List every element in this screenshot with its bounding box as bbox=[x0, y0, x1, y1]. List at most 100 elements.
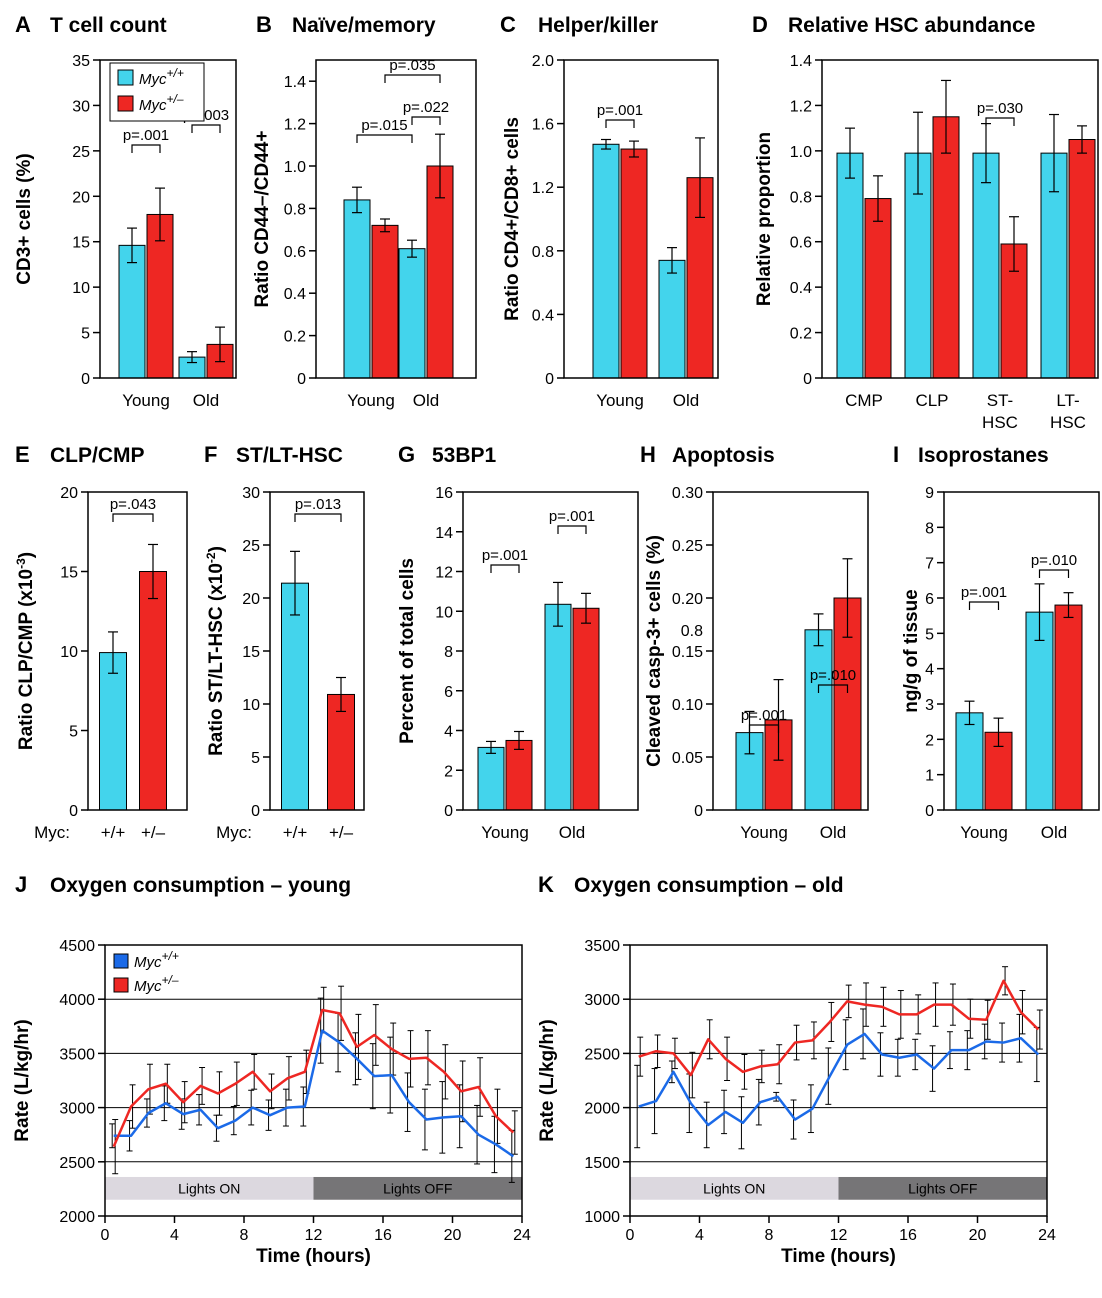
y-tick-label: 0 bbox=[803, 371, 812, 388]
pvalue-bracket bbox=[191, 124, 221, 133]
bar-D-0-1 bbox=[864, 198, 892, 379]
y-tick-label: 30 bbox=[242, 485, 260, 502]
panel-letter: A bbox=[15, 12, 31, 37]
x-category-label: Old bbox=[193, 391, 219, 410]
y-axis-label: Percent of total cells bbox=[397, 558, 418, 744]
bar-I-1-1 bbox=[1054, 604, 1083, 811]
pvalue-bracket bbox=[817, 684, 849, 693]
series-line-0 bbox=[638, 1032, 1040, 1127]
plot-frame bbox=[563, 59, 719, 379]
y-tick-label: 1.0 bbox=[790, 144, 812, 161]
y-tick-label: 2500 bbox=[584, 1046, 620, 1063]
bar-B-1-0 bbox=[398, 248, 426, 379]
bar-I-0-0 bbox=[955, 712, 984, 811]
pvalue-label: p=.001 bbox=[482, 547, 528, 564]
pvalue-bracket bbox=[131, 144, 161, 153]
panel-letter: B bbox=[256, 12, 272, 37]
panel-E: E CLP/CMP Ratio CLP/CMP (x10-3) 0 5 10 15 20 p=.… bbox=[14, 442, 188, 842]
panel-title: Helper/killer bbox=[538, 14, 658, 37]
bar-D-2-0 bbox=[972, 152, 1000, 379]
bar-E-0 bbox=[99, 652, 127, 811]
y-tick-label: 0.2 bbox=[790, 326, 812, 343]
panel-title: CLP/CMP bbox=[50, 444, 145, 467]
series-line-1 bbox=[638, 979, 1040, 1077]
y-tick-label: 0.6 bbox=[790, 235, 812, 252]
y-tick-label: 10 bbox=[60, 644, 78, 661]
pvalue-bracket bbox=[356, 134, 413, 143]
series-line-0 bbox=[113, 1029, 515, 1158]
y-tick-label: 15 bbox=[72, 235, 90, 252]
x-category-label: Young bbox=[122, 391, 170, 410]
y-axis-label: Ratio CLP/CMP (x10-3) bbox=[14, 552, 37, 750]
y-tick-label: 0.2 bbox=[284, 329, 306, 346]
y-tick-label: 9 bbox=[925, 485, 934, 502]
pvalue-bracket bbox=[748, 724, 780, 733]
y-tick-label: 2.0 bbox=[532, 53, 554, 70]
y-tick-label: 8 bbox=[444, 644, 453, 661]
bar-F-0 bbox=[281, 582, 309, 811]
y-tick-label: 12 bbox=[435, 565, 453, 582]
plot-frame bbox=[269, 491, 365, 811]
y-tick-label: 8 bbox=[925, 520, 934, 537]
panel-F: F ST/LT-HSC Ratio ST/LT-HSC (x10-2) 0 5 10 15 2… bbox=[204, 442, 365, 842]
panel-title: Naïve/memory bbox=[292, 14, 436, 37]
y-tick-label: 10 bbox=[435, 604, 453, 621]
pvalue-bracket bbox=[1038, 569, 1070, 578]
x-axis-label: Time (hours) bbox=[781, 1246, 896, 1267]
y-tick-label: 0 bbox=[444, 803, 453, 820]
lights-band bbox=[838, 1176, 1047, 1200]
y-tick-label: 1.2 bbox=[790, 98, 812, 115]
y-tick-label: 3000 bbox=[584, 992, 620, 1009]
pvalue-label: p=.035 bbox=[389, 57, 435, 74]
plot-frame bbox=[629, 944, 1048, 1217]
y-tick-label: 20 bbox=[72, 189, 90, 206]
x-category-label: Old bbox=[559, 823, 585, 842]
x-tick-label: 0 bbox=[101, 1227, 110, 1244]
y-tick-label: 2000 bbox=[59, 1209, 95, 1226]
bar-C-0-0 bbox=[592, 143, 620, 379]
lights-band bbox=[630, 1176, 839, 1200]
x-category-label: +/+ bbox=[101, 823, 126, 842]
x-tick-label: 8 bbox=[240, 1227, 249, 1244]
pvalue-bracket bbox=[968, 601, 1000, 610]
legend-swatch bbox=[117, 95, 134, 112]
pvalue-label: p=.022 bbox=[403, 99, 449, 116]
plot-frame bbox=[99, 59, 237, 379]
y-tick-label: 0 bbox=[925, 803, 934, 820]
y-tick-label: 1.0 bbox=[284, 159, 306, 176]
x-category-label: LT- bbox=[1056, 391, 1079, 410]
y-tick-label: 20 bbox=[60, 485, 78, 502]
x-category-label: HSC bbox=[1050, 413, 1086, 432]
y-tick-label: 5 bbox=[81, 326, 90, 343]
y-tick-label: 4 bbox=[925, 662, 934, 679]
x-tick-label: 4 bbox=[170, 1227, 179, 1244]
panel-title: Isoprostanes bbox=[918, 444, 1049, 467]
lights-band-label: Lights OFF bbox=[383, 1180, 452, 1196]
pvalue-label: p=.001 bbox=[123, 127, 169, 144]
legend-swatch bbox=[113, 953, 129, 969]
y-tick-label: 2500 bbox=[59, 1155, 95, 1172]
y-tick-label: 5 bbox=[69, 724, 78, 741]
y-tick-label: 2000 bbox=[584, 1101, 620, 1118]
panel-letter: I bbox=[893, 442, 899, 467]
plot-frame bbox=[315, 59, 477, 379]
x-category-label: +/– bbox=[329, 823, 354, 842]
y-tick-label: 3500 bbox=[584, 938, 620, 955]
y-axis-label: Ratio CD44–/CD44+ bbox=[252, 131, 273, 308]
plot-frame bbox=[943, 491, 1100, 811]
panel-letter: G bbox=[398, 442, 415, 467]
panel-I: I Isoprostanes ng/g of tissue 0 1 2 3 4 5 6 7 8 9 p=.… bbox=[893, 442, 1100, 842]
legend-label: Myc+/+ bbox=[134, 949, 179, 971]
y-tick-label: 1.2 bbox=[284, 117, 306, 134]
x-tick-label: 16 bbox=[374, 1227, 392, 1244]
bar-B-0-1 bbox=[371, 224, 399, 379]
x-category-label: Young bbox=[596, 391, 644, 410]
y-tick-label: 1.4 bbox=[790, 53, 812, 70]
y-tick-label: 6 bbox=[925, 591, 934, 608]
y-tick-label: 3000 bbox=[59, 1101, 95, 1118]
panel-title: 53BP1 bbox=[432, 444, 497, 467]
panel-G: G 53BP1 Percent of total cells 0 2 4 6 8 10 12 14 1… bbox=[397, 442, 639, 842]
x-tick-label: 12 bbox=[305, 1227, 323, 1244]
panel-J: J Oxygen consumption – young Rate (L/kg/hr… bbox=[12, 872, 531, 1267]
lights-band bbox=[105, 1176, 314, 1200]
